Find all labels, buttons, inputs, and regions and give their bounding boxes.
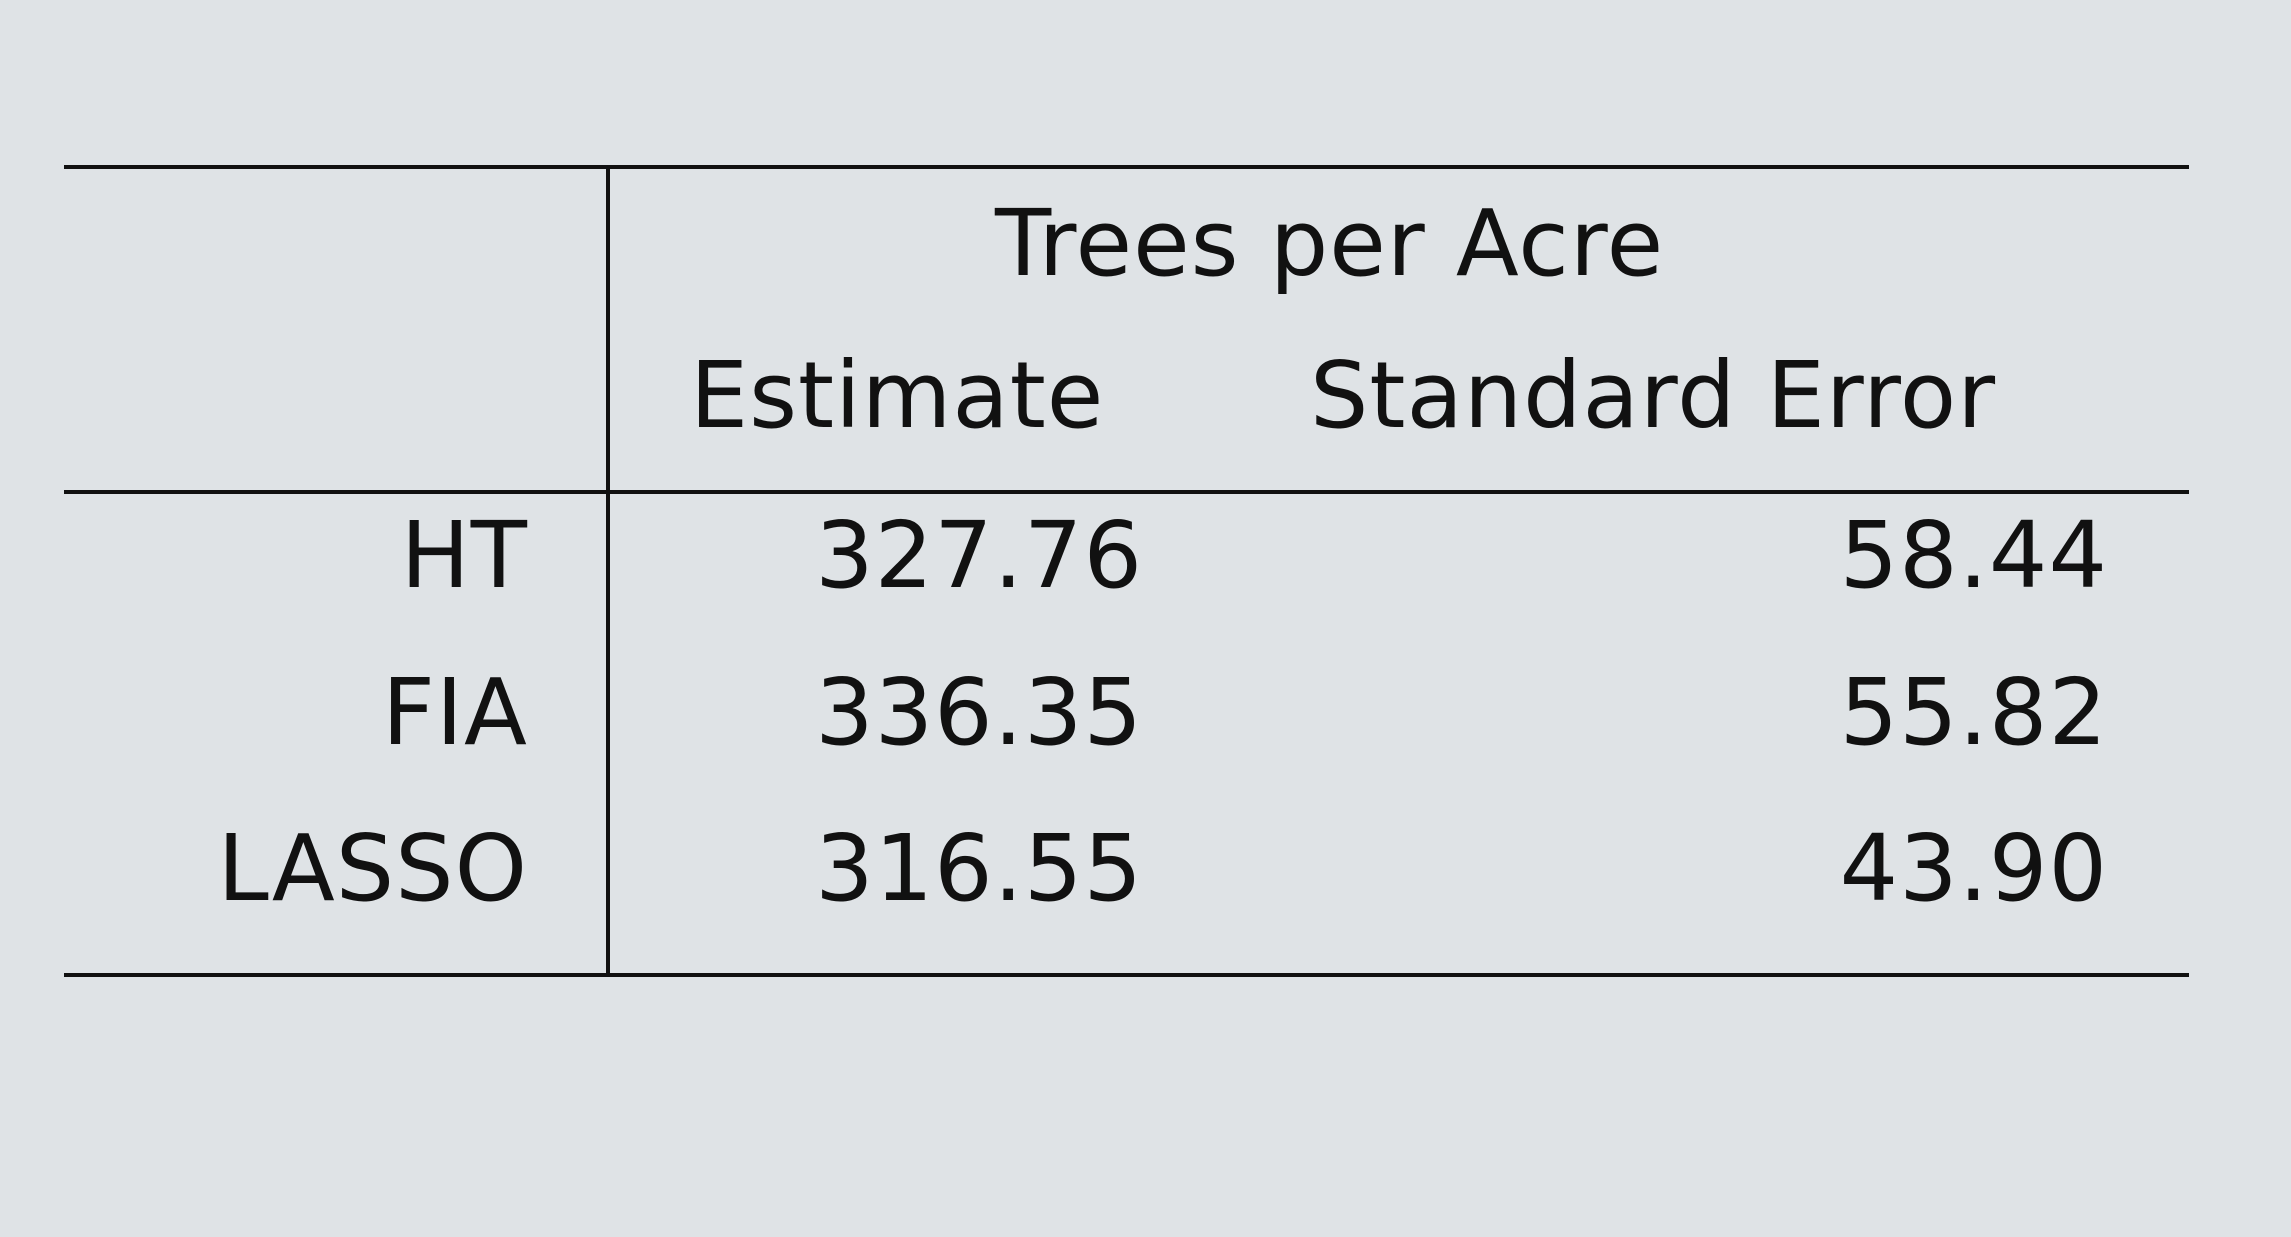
column-header-estimate: Estimate bbox=[690, 342, 1105, 449]
group-header: Trees per Acre bbox=[995, 190, 1665, 297]
row-label: LASSO bbox=[217, 815, 528, 922]
bottom-rule bbox=[64, 973, 2189, 977]
header-rule bbox=[64, 490, 2189, 494]
standard-error-cell: 58.44 bbox=[1839, 502, 2108, 609]
column-header-standard-error: Standard Error bbox=[1310, 342, 1997, 449]
row-label-divider bbox=[606, 167, 610, 975]
top-rule bbox=[64, 165, 2189, 169]
standard-error-cell: 55.82 bbox=[1839, 659, 2108, 766]
estimate-cell: 327.76 bbox=[815, 502, 1143, 609]
row-label: HT bbox=[400, 502, 528, 609]
estimate-cell: 336.35 bbox=[815, 659, 1143, 766]
row-label: FIA bbox=[382, 659, 528, 766]
standard-error-cell: 43.90 bbox=[1839, 815, 2108, 922]
estimate-cell: 316.55 bbox=[815, 815, 1143, 922]
